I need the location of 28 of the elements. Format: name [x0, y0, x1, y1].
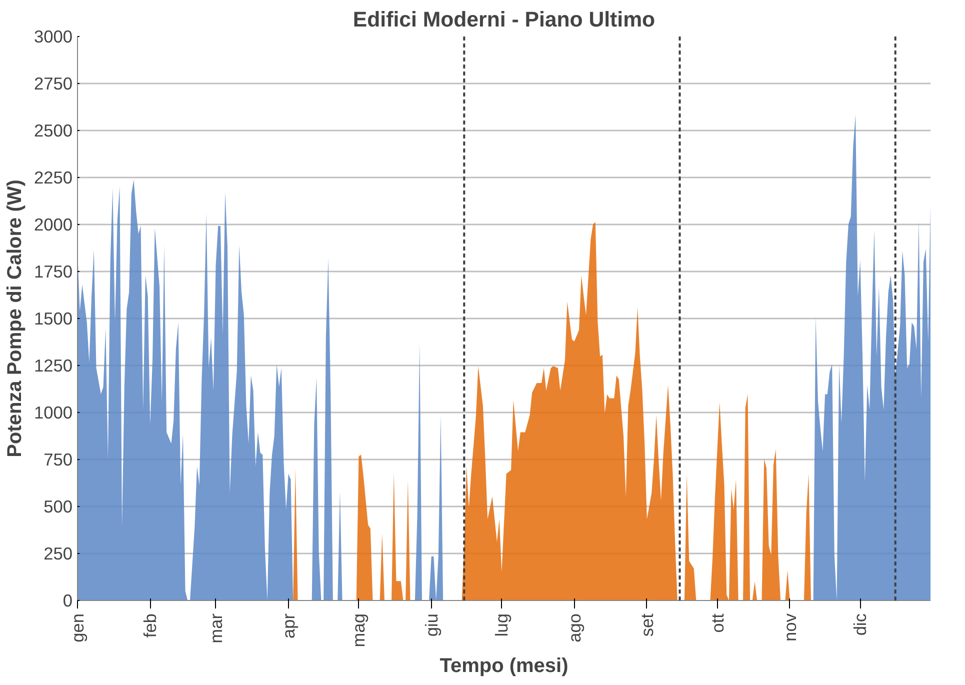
x-tick-label: apr	[278, 613, 298, 639]
y-tick-label: 750	[44, 450, 73, 470]
y-tick-label: 3000	[34, 26, 73, 46]
y-tick-label: 2750	[34, 74, 73, 94]
y-tick-label: 250	[44, 544, 73, 564]
y-tick-label: 1250	[34, 356, 73, 376]
y-tick-label: 2500	[34, 120, 73, 140]
x-tick-label: giu	[421, 614, 442, 637]
x-tick-label: ago	[564, 613, 584, 642]
x-tick-label: dic	[850, 613, 870, 636]
x-tick-label: lug	[492, 614, 512, 637]
x-tick-label: gen	[68, 613, 88, 642]
chart-title: Edifici Moderni - Piano Ultimo	[352, 8, 656, 32]
x-tick-label: mag	[348, 613, 369, 648]
y-axis-title: Potenza Pompe di Calore (W)	[4, 180, 26, 458]
x-tick-label: ott	[707, 613, 728, 633]
x-tick-label: set	[636, 613, 657, 637]
x-tick-label: nov	[780, 613, 800, 642]
y-tick-label: 2250	[34, 168, 73, 188]
y-tick-label: 2000	[34, 214, 73, 234]
x-axis-title: Tempo (mesi)	[440, 655, 568, 678]
y-tick-label: 1500	[34, 308, 73, 328]
y-tick-label: 1000	[34, 402, 73, 422]
y-tick-label: 1750	[34, 262, 73, 282]
x-tick-label: mar	[206, 613, 226, 644]
y-tick-label: 500	[44, 496, 73, 516]
x-tick-label: feb	[140, 613, 160, 638]
y-tick-label: 0	[62, 590, 73, 610]
